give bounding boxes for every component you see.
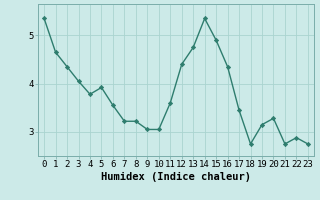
X-axis label: Humidex (Indice chaleur): Humidex (Indice chaleur) — [101, 172, 251, 182]
